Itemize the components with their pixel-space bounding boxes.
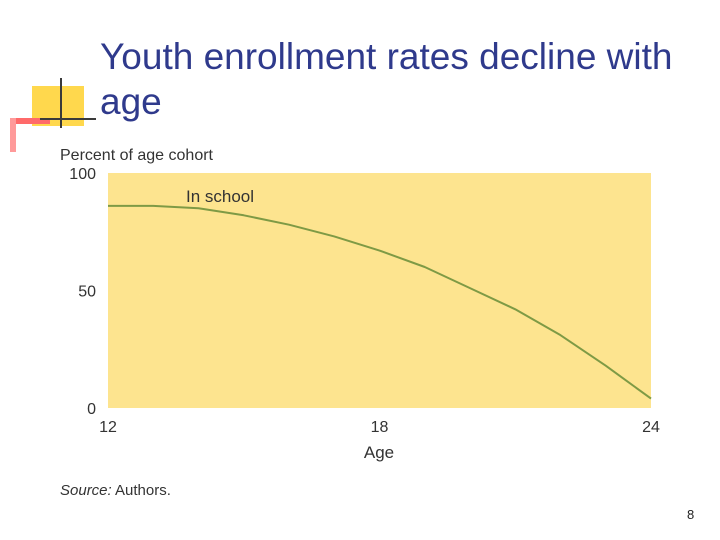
y-axis-title: Percent of age cohort [60, 147, 214, 164]
decorative-horizontal-line [40, 118, 96, 120]
y-tick-label: 50 [78, 284, 96, 301]
series-line-in-school [108, 204, 652, 400]
decorative-red-bar [10, 118, 50, 124]
y-tick-labels: 0 50 100 [69, 166, 96, 418]
slide-title: Youth enrollment rates decline with age [100, 36, 673, 122]
x-tick-labels: 12 18 24 [99, 419, 660, 436]
page-number: 8 [687, 507, 695, 522]
decorative-vertical-line [60, 78, 62, 128]
series-lines [108, 204, 652, 400]
x-tick-label: 24 [642, 419, 660, 436]
decorative-red-vertical-bar [10, 118, 16, 152]
plot-background [108, 173, 651, 408]
x-tick-label: 18 [371, 419, 389, 436]
x-axis-title: Age [364, 443, 394, 462]
y-tick-label: 100 [69, 166, 96, 183]
x-tick-label: 12 [99, 419, 117, 436]
source-label: Source: [60, 482, 112, 499]
series-label-in-school: In school [186, 187, 254, 206]
source-text: Authors. [111, 482, 171, 499]
y-tick-label: 0 [87, 401, 96, 418]
source-note: Source: Authors. [60, 482, 171, 499]
